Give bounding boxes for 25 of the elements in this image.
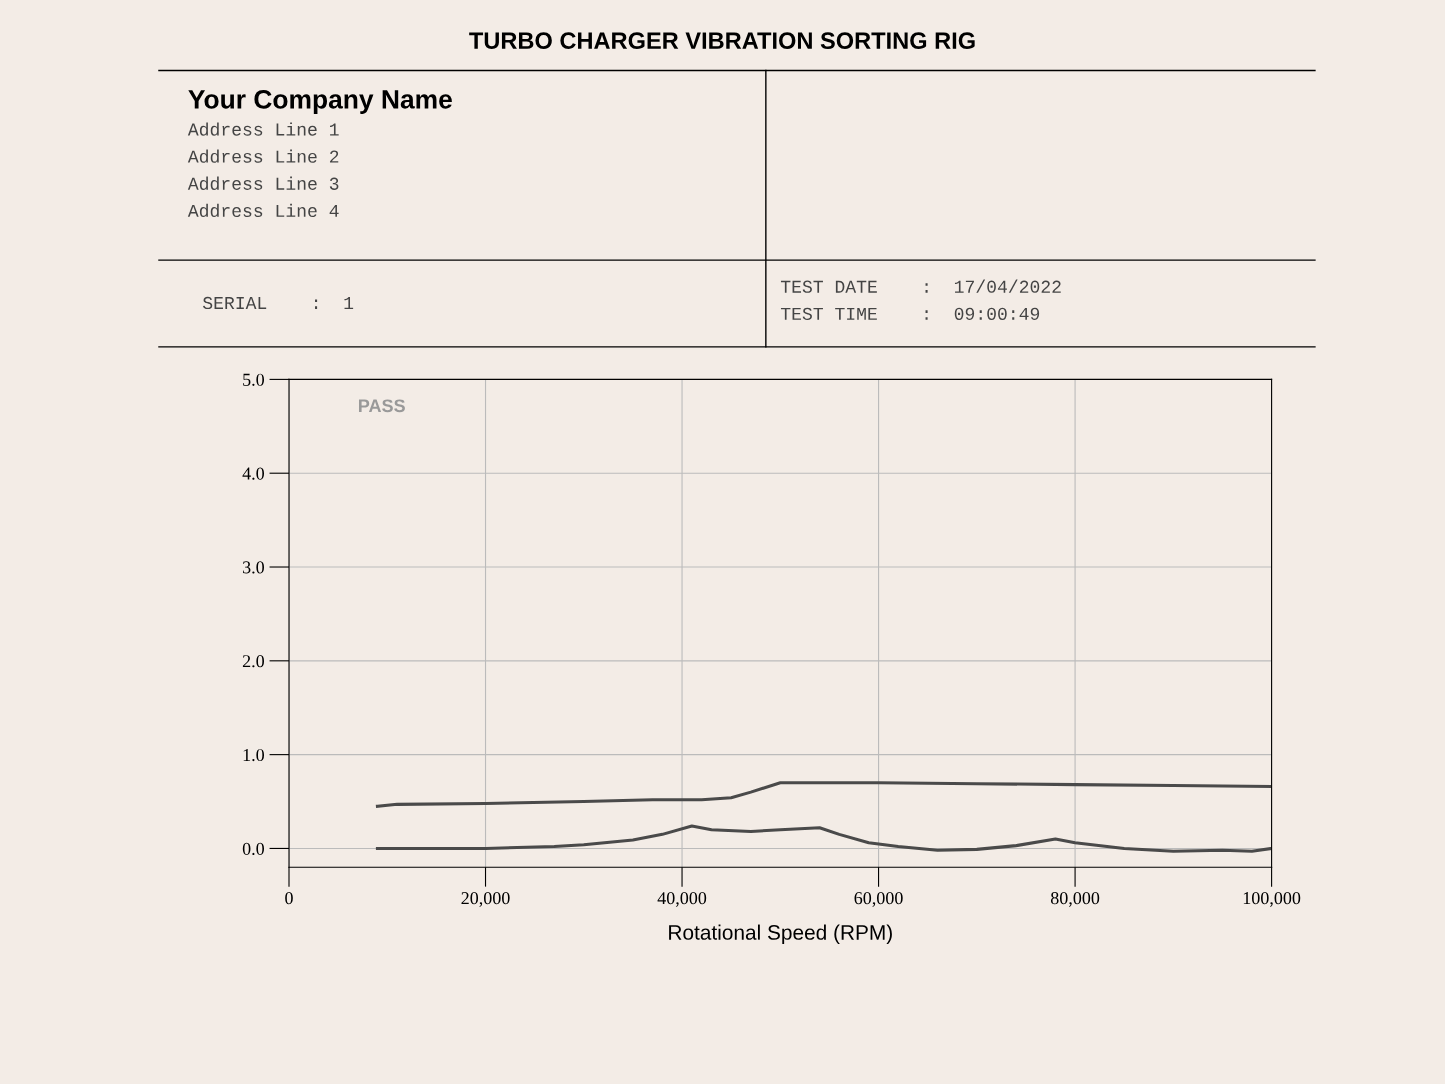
text: TEST TIME : 09:00:49	[780, 307, 1040, 320]
chart-title: TURBO CHARGER VIBRATION SORTING RIG	[469, 32, 975, 50]
x-tick-label: 0	[285, 892, 293, 905]
x-tick-label: 40,000	[657, 892, 707, 907]
x-axis-title: Rotational Speed (RPM)	[669, 924, 892, 944]
x-tick-label: 100,000	[1243, 892, 1301, 907]
text: Address Line 1	[187, 122, 339, 136]
text: SERIAL : 1	[203, 296, 354, 310]
x-tick-label: 20,000	[461, 892, 510, 907]
text: Address Line 3	[187, 176, 339, 190]
line-series	[375, 824, 1272, 853]
text: Your Company Name	[188, 89, 452, 114]
y-tick-label: 3.0	[242, 561, 265, 574]
x-tick-label: 60,000	[854, 892, 903, 907]
y-tick-label: 1.0	[243, 748, 265, 762]
y-tick-label: 4.0	[242, 467, 265, 480]
text: Address Line 2	[187, 149, 339, 163]
y-tick-label: 5.0	[243, 373, 265, 386]
line-series	[375, 781, 1272, 808]
x-tick-label: 80,000	[1050, 892, 1100, 907]
annotation: PASS	[358, 399, 405, 413]
text: TEST DATE : 17/04/2022	[780, 279, 1061, 293]
text: Address Line 4	[187, 203, 339, 218]
y-tick-label: 2.0	[242, 655, 265, 668]
y-tick-label: 0.0	[242, 842, 265, 855]
